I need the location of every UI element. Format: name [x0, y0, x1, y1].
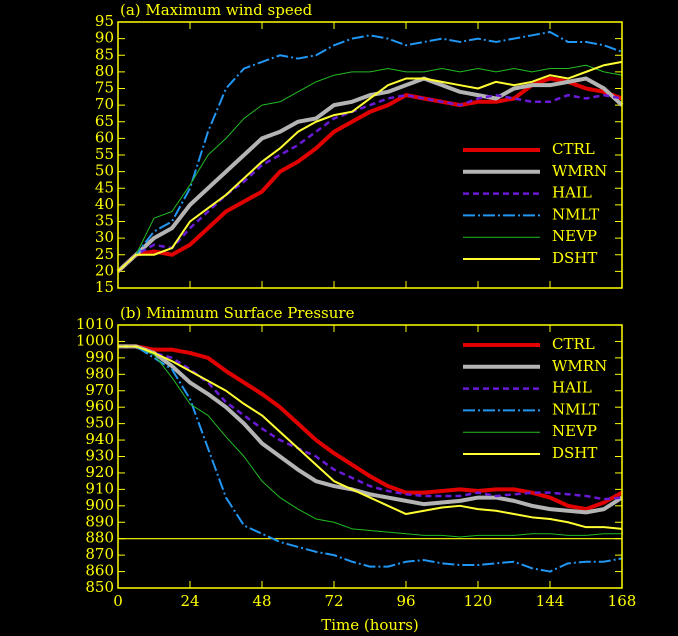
- y-tick-label: 960: [85, 397, 114, 415]
- y-tick-label: 20: [95, 261, 114, 279]
- y-tick-label: 850: [85, 578, 114, 596]
- legend-label: WMRN: [552, 357, 607, 375]
- plot-frame: [117, 21, 623, 289]
- series-line: [116, 76, 623, 273]
- y-tick-label: 910: [85, 479, 114, 497]
- series-line: [117, 93, 623, 273]
- y-tick-label: 930: [85, 447, 114, 465]
- y-tick-label: 40: [95, 195, 114, 213]
- y-tick-label: 65: [95, 112, 114, 130]
- y-tick-label: 900: [85, 496, 114, 514]
- legend-label: NMLT: [552, 400, 599, 418]
- y-tick-label: 60: [95, 128, 114, 146]
- y-tick-label: 70: [95, 95, 114, 113]
- x-tick-label: 96: [396, 592, 415, 610]
- plot-frame: [117, 324, 623, 589]
- series-line: [117, 30, 623, 273]
- legend-label: WMRN: [552, 162, 607, 180]
- y-tick-label: 45: [95, 178, 114, 196]
- legend-label: CTRL: [552, 140, 595, 158]
- panel-title: (b) Minimum Surface Pressure: [120, 304, 355, 322]
- y-tick-label: 1010: [76, 315, 114, 333]
- series-line: [117, 64, 623, 272]
- y-tick-label: 15: [95, 278, 114, 296]
- y-tick-label: 80: [95, 62, 114, 80]
- series-line: [118, 345, 622, 538]
- x-axis-label: Time (hours): [321, 616, 419, 634]
- x-tick-label: 48: [252, 592, 271, 610]
- y-tick-label: 35: [95, 212, 114, 230]
- x-tick-label: 120: [464, 592, 493, 610]
- y-tick-label: 85: [95, 45, 114, 63]
- legend-label: DSHT: [552, 444, 597, 462]
- legend-label: CTRL: [552, 335, 595, 353]
- y-tick-label: 30: [95, 228, 114, 246]
- y-tick-label: 860: [85, 562, 114, 580]
- legend-label: HAIL: [552, 184, 592, 202]
- y-tick-label: 990: [85, 348, 114, 366]
- y-tick-label: 55: [95, 145, 114, 163]
- y-tick-label: 940: [85, 430, 114, 448]
- y-tick-label: 75: [95, 79, 114, 97]
- y-tick-label: 970: [85, 381, 114, 399]
- x-tick-label: 0: [113, 592, 123, 610]
- y-tick-label: 1000: [76, 331, 114, 349]
- y-tick-label: 950: [85, 414, 114, 432]
- series-line: [118, 344, 624, 515]
- y-tick-label: 920: [85, 463, 114, 481]
- y-tick-label: 25: [95, 245, 114, 263]
- x-tick-label: 168: [608, 592, 637, 610]
- y-tick-label: 880: [85, 529, 114, 547]
- series-line: [118, 345, 623, 530]
- y-tick-label: 870: [85, 545, 114, 563]
- y-tick-label: 50: [95, 162, 114, 180]
- x-tick-label: 24: [180, 592, 199, 610]
- legend-label: HAIL: [552, 379, 592, 397]
- legend-label: NEVP: [552, 227, 597, 245]
- series-line: [116, 76, 624, 273]
- y-tick-label: 90: [95, 29, 114, 47]
- y-tick-label: 890: [85, 512, 114, 530]
- series-line: [118, 345, 623, 573]
- series-line: [118, 344, 623, 512]
- legend-label: DSHT: [552, 249, 597, 267]
- x-tick-label: 72: [324, 592, 343, 610]
- series-line: [117, 60, 623, 273]
- legend-label: NEVP: [552, 422, 597, 440]
- y-tick-label: 980: [85, 364, 114, 382]
- legend-label: NMLT: [552, 205, 599, 223]
- y-tick-label: 95: [95, 12, 114, 30]
- panel-title: (a) Maximum wind speed: [120, 1, 313, 19]
- x-tick-label: 144: [536, 592, 565, 610]
